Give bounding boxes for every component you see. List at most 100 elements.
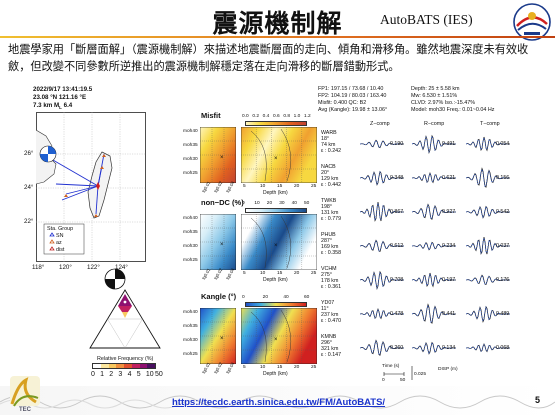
title-underline: [0, 36, 555, 38]
waveform-trace: [466, 167, 511, 188]
page-title: 震源機制解: [212, 9, 343, 38]
ternary-color-swatch: [139, 364, 148, 368]
waveform-trace: [412, 272, 457, 288]
ternary-color-swatch: [124, 364, 132, 368]
param-fp1: FP1: 197.15 / 73.68 / 10.40: [318, 86, 384, 92]
wave-header-r: R−comp: [424, 121, 445, 127]
scale-unit: DISP (m): [438, 367, 458, 372]
map-lon-120: 120°: [59, 264, 72, 271]
waveform-cc-value: 0.260: [390, 345, 404, 351]
ternary-color-swatch: [100, 364, 109, 368]
waveform-trace: [360, 239, 405, 253]
waveform-trace: [466, 205, 511, 219]
wave-header-z: Z−comp: [370, 121, 390, 127]
brand-label: AutoBATS (IES): [380, 12, 473, 27]
waveform-cc-value: 0.156: [496, 175, 510, 181]
ternary-color-swatch: [116, 364, 124, 368]
param-fp2: FP2: 104.19 / 80.03 / 163.40: [318, 93, 387, 99]
station-name: KMNB: [321, 334, 337, 340]
station-name: NACB: [321, 164, 336, 170]
scale-time-label: Time (s): [382, 364, 400, 369]
event-location: 23.08 °N 121.16 °E: [33, 94, 87, 101]
station-name: WARB: [321, 130, 337, 136]
station-az: 198°: [321, 204, 332, 211]
waveform-cc-value: 0.037: [496, 243, 510, 249]
ternary-tick: 4: [127, 371, 132, 378]
param-depth: Depth: 25 ± 5.58 km: [411, 86, 460, 92]
ternary-tick: 1: [100, 371, 105, 378]
source-link[interactable]: https://tecdc.earth.sinica.edu.tw/FM/Aut…: [172, 397, 386, 408]
station-eps: ε : 0.242: [321, 148, 342, 155]
ternary-colorbar-ticks: 0 1 2 3 4 5 10 50: [88, 371, 163, 381]
station-dist: 237 km: [321, 312, 339, 319]
param-mw: Mw: 6.530 ± 1.51%: [411, 93, 458, 99]
waveform-trace: [360, 307, 405, 320]
station-az: 18°: [321, 136, 330, 143]
waveform-trace: [466, 236, 511, 255]
waveform-cc-value: 0.054: [496, 141, 510, 147]
station-az: 296°: [321, 340, 332, 347]
station-info: TWKB 198° 131 km ε : 0.779: [321, 198, 341, 222]
param-misfit: Misfit: 0.400 QC: B2: [318, 100, 367, 106]
map-legend-az: az: [56, 240, 62, 246]
waveform-trace: [360, 170, 405, 186]
waveform-trace: [412, 203, 457, 220]
waveform-trace: [466, 136, 511, 152]
waveform-cc-value: 0.491: [442, 141, 456, 147]
waveform-cc-value: 0.708: [390, 277, 404, 283]
waveform-cc-value: 0.542: [496, 209, 510, 215]
station-az: 287°: [321, 238, 332, 245]
ternary-color-swatch: [93, 364, 101, 368]
station-info: VCHM 275° 178 km ε : 0.361: [321, 266, 341, 290]
station-eps: ε : 0.442: [321, 182, 342, 189]
ternary-tick: 5: [136, 371, 141, 378]
waveform-trace: [360, 270, 405, 291]
footer-wave-decoration: [0, 386, 555, 415]
station-az: 275°: [321, 272, 332, 279]
station-eps: ε : 0.470: [321, 318, 342, 325]
waveform-cc-value: 0.197: [442, 277, 456, 283]
station-info: YD07 11° 237 km ε : 0.470: [321, 300, 341, 324]
event-depth-mag: 7.3 km ML 6.4: [33, 102, 73, 111]
waveform-cc-value: 0.348: [390, 175, 404, 181]
waveform-trace: [360, 139, 404, 149]
station-name: PHUB: [321, 232, 336, 238]
waveform-trace: [412, 341, 457, 355]
station-eps: ε : 0.361: [321, 284, 342, 291]
scale-time-0: 0: [382, 378, 385, 383]
station-name: YD07: [321, 300, 335, 306]
ternary-color-swatch: [131, 364, 140, 368]
institute-logo-icon: [513, 3, 551, 41]
station-eps: ε : 0.779: [321, 216, 342, 223]
waveform-cc-value: 0.441: [442, 311, 456, 317]
waveform-cc-value: 0.621: [442, 175, 456, 181]
station-info: NACB 20° 129 km ε : 0.442: [321, 164, 341, 188]
waveform-cc-value: 0.867: [390, 209, 404, 215]
map-lat-26: 26°: [24, 150, 34, 157]
ternary-tick: 3: [118, 371, 123, 378]
waveform-cc-value: 0.068: [496, 345, 510, 351]
waveform-cc-value: 0.234: [442, 243, 456, 249]
scale-amp: 0.025: [414, 372, 427, 377]
station-dist: 131 km: [321, 210, 339, 217]
ternary-color-swatch: [108, 364, 117, 368]
station-info: PHUB 287° 169 km ε : 0.358: [321, 232, 341, 256]
ternary-legend-title: Relative Frequency (%): [97, 356, 154, 362]
map-lon-118: 118°: [32, 264, 45, 271]
scale-time-50: 50: [400, 378, 406, 383]
waveform-cc-value: 0.134: [442, 345, 456, 351]
waveform-cc-value: 0.190: [390, 141, 404, 147]
beachball-icon: [104, 268, 126, 290]
waveform-cc-value: 0.176: [496, 277, 510, 283]
waveform-scale: [383, 366, 413, 380]
ternary-tick: 50: [155, 371, 163, 378]
waveform-trace: [360, 339, 405, 356]
station-info: WARB 18° 74 km ε : 0.242: [321, 130, 341, 154]
waveform-trace: [466, 274, 510, 286]
waveform-trace: [412, 134, 457, 155]
station-name: VCHM: [321, 266, 337, 272]
station-az: 11°: [321, 306, 329, 313]
map-lon-124: 124°: [115, 264, 128, 271]
